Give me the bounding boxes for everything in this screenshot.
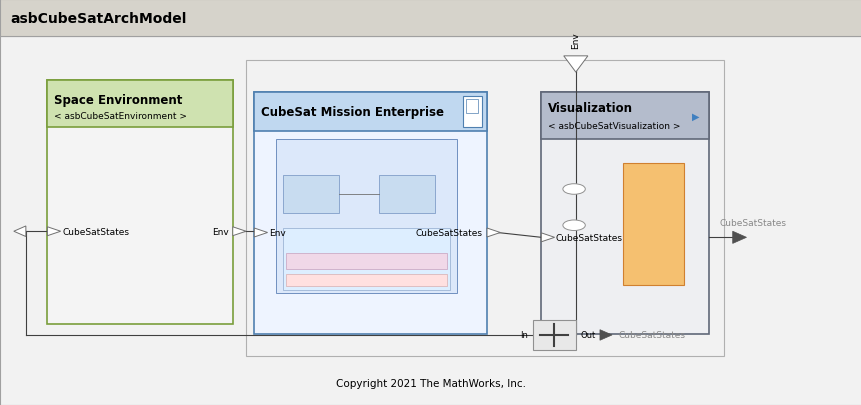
- Bar: [466, 100, 478, 113]
- Bar: [379, 175, 435, 213]
- Text: Env: Env: [212, 227, 228, 236]
- Text: In: In: [519, 330, 527, 340]
- Bar: [47, 81, 232, 128]
- Polygon shape: [732, 232, 746, 244]
- Text: CubeSatStates: CubeSatStates: [719, 219, 786, 228]
- Text: CubeSatStates: CubeSatStates: [555, 233, 623, 242]
- Bar: [245, 61, 723, 356]
- Text: CubeSatStates: CubeSatStates: [415, 228, 482, 237]
- Bar: [282, 229, 449, 290]
- Text: < asbCubeSatVisualization >: < asbCubeSatVisualization >: [548, 122, 680, 131]
- Bar: [254, 93, 486, 334]
- Text: ▶: ▶: [691, 111, 698, 122]
- Polygon shape: [599, 330, 611, 340]
- Polygon shape: [254, 228, 267, 237]
- Text: Env: Env: [571, 32, 579, 49]
- Text: CubeSatStates: CubeSatStates: [62, 227, 129, 236]
- Text: Out: Out: [580, 330, 596, 340]
- Text: CubeSat Mission Enterprise: CubeSat Mission Enterprise: [261, 106, 443, 119]
- Bar: [541, 93, 709, 140]
- Bar: [276, 140, 456, 294]
- Bar: [623, 164, 683, 286]
- Bar: [462, 96, 481, 128]
- Polygon shape: [486, 228, 499, 237]
- Bar: [282, 175, 338, 213]
- Polygon shape: [47, 227, 60, 236]
- Text: Space Environment: Space Environment: [54, 94, 183, 107]
- Circle shape: [562, 220, 585, 231]
- Bar: [532, 320, 575, 350]
- Bar: [0, 0, 861, 37]
- Text: CubeSatStates: CubeSatStates: [618, 330, 685, 340]
- Bar: [254, 93, 486, 132]
- Text: Visualization: Visualization: [548, 102, 633, 115]
- Text: Env: Env: [269, 228, 285, 237]
- Text: < asbCubeSatEnvironment >: < asbCubeSatEnvironment >: [54, 111, 187, 120]
- Polygon shape: [232, 227, 245, 236]
- Bar: [286, 274, 446, 286]
- Text: asbCubeSatArchModel: asbCubeSatArchModel: [10, 12, 187, 26]
- Circle shape: [562, 184, 585, 195]
- Text: Copyright 2021 The MathWorks, Inc.: Copyright 2021 The MathWorks, Inc.: [336, 378, 525, 388]
- Polygon shape: [563, 57, 587, 73]
- Polygon shape: [14, 226, 26, 237]
- Bar: [541, 93, 709, 334]
- Bar: [286, 253, 446, 269]
- Polygon shape: [541, 233, 554, 242]
- Bar: [47, 81, 232, 324]
